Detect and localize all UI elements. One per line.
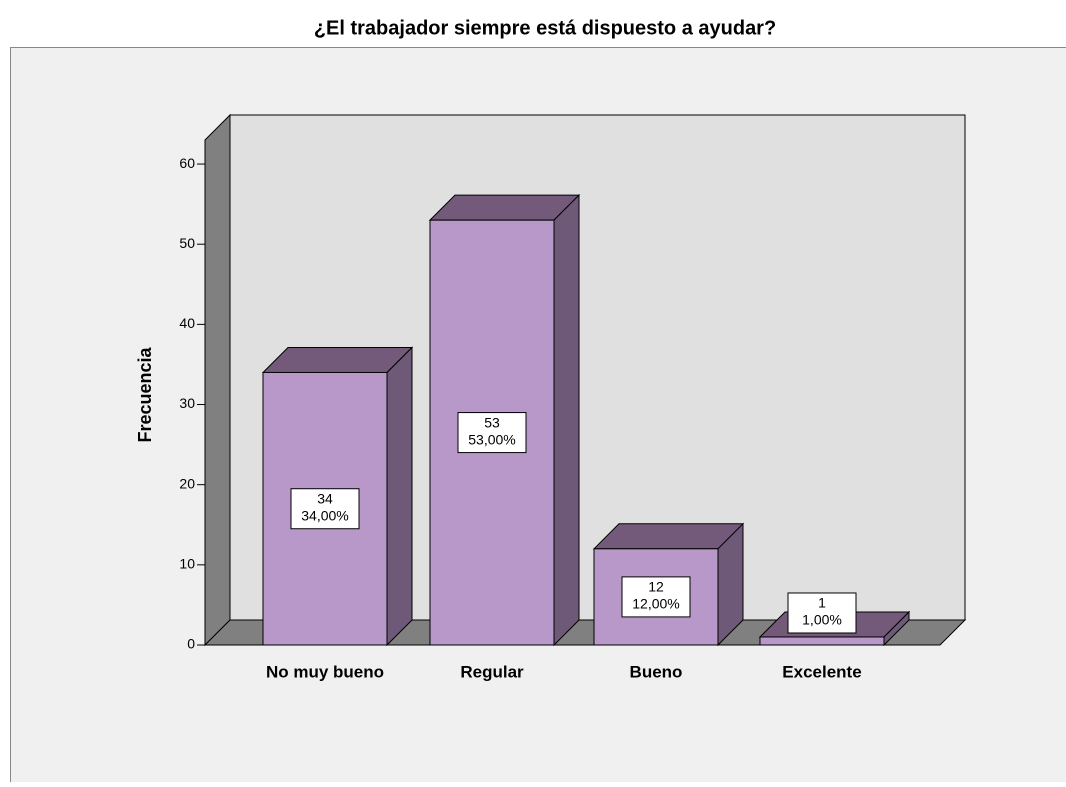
- x-tick-label: No muy bueno: [266, 662, 384, 681]
- data-label-percent: 12,00%: [632, 596, 679, 612]
- data-label: 34: [317, 490, 333, 506]
- bar-side: [554, 195, 579, 645]
- y-axis-title: Frecuencia: [135, 346, 155, 442]
- data-label-percent: 1,00%: [802, 612, 842, 628]
- data-label-percent: 34,00%: [301, 507, 348, 523]
- y-tick-label: 40: [179, 315, 195, 331]
- chart-title: ¿El trabajador siempre está dispuesto a …: [314, 17, 776, 39]
- x-tick-label: Bueno: [630, 662, 683, 681]
- bar-top: [594, 524, 743, 549]
- data-label: 53: [484, 414, 500, 430]
- y-tick-label: 30: [179, 395, 195, 411]
- bar-top: [430, 195, 579, 220]
- y-tick-label: 60: [179, 155, 195, 171]
- y-tick-label: 10: [179, 556, 195, 572]
- y-tick-label: 50: [179, 235, 195, 251]
- y-tick-label: 20: [179, 475, 195, 491]
- data-label: 12: [648, 579, 664, 595]
- y-tick-label: 0: [187, 636, 195, 652]
- bar-side: [387, 347, 412, 645]
- data-label-percent: 53,00%: [468, 431, 515, 447]
- bar: [760, 637, 884, 645]
- data-label: 1: [818, 595, 826, 611]
- bar-top: [263, 347, 412, 372]
- side-wall: [205, 115, 230, 645]
- x-tick-label: Regular: [460, 662, 524, 681]
- x-tick-label: Excelente: [782, 662, 861, 681]
